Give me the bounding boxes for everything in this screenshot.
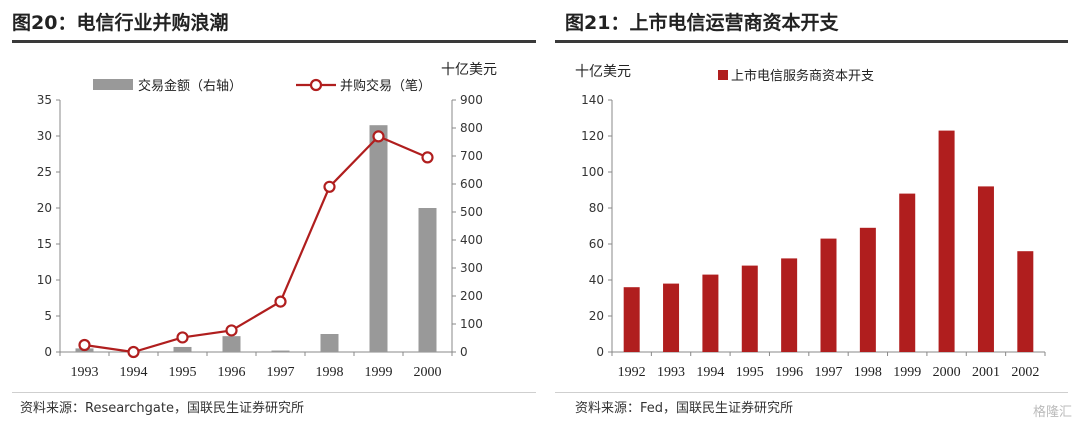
line-point-deal-count (421, 151, 434, 164)
right-bottom-rule (555, 392, 1068, 393)
left-y-tick-label: 35 (37, 93, 52, 107)
bar-deal-value (173, 346, 192, 352)
left-chart-title: 图20：电信行业并购浪潮 (12, 12, 229, 34)
legend-swatch-capex (718, 70, 728, 80)
right-y-tick-label: 700 (460, 149, 483, 163)
bar-capex (741, 265, 758, 352)
left-y-tick-label: 30 (37, 129, 52, 143)
right-y-tick-label: 900 (460, 93, 483, 107)
left-source-note: 资料来源：Researchgate，国联民生证券研究所 (20, 401, 304, 416)
x-tick-label: 1993 (657, 365, 685, 380)
line-point-deal-count (176, 331, 189, 344)
legend-swatch-marker (309, 78, 323, 92)
bar-capex (663, 283, 680, 352)
x-tick-label: 1997 (267, 365, 295, 380)
x-tick-label: 1999 (893, 365, 921, 380)
bar-capex (1017, 251, 1034, 352)
watermark: 格隆汇 (1032, 405, 1072, 420)
x-tick-label: 1995 (736, 365, 764, 380)
y-tick-label: 80 (589, 201, 604, 215)
y-tick-label: 20 (589, 309, 604, 323)
right-y-tick-label: 500 (460, 205, 483, 219)
legend-label-bar: 交易金额（右轴） (138, 78, 242, 94)
left-y-tick-label: 5 (44, 309, 52, 323)
x-tick-label: 1998 (316, 365, 344, 380)
left-y-tick-label: 15 (37, 237, 52, 251)
bar-capex (859, 227, 876, 352)
x-tick-label: 1993 (71, 365, 99, 380)
y-tick-label: 100 (581, 165, 604, 179)
left-y-tick-label: 10 (37, 273, 52, 287)
bar-capex (977, 186, 994, 352)
bar-deal-value (320, 334, 339, 352)
left-title-rule (12, 40, 536, 43)
legend-label-capex: 上市电信服务商资本开支 (731, 68, 874, 84)
y-axis-unit-label: 十亿美元 (575, 64, 631, 80)
legend-swatch-bar (93, 79, 133, 90)
legend-label-line: 并购交易（笔） (340, 78, 431, 94)
left-y-tick-label: 0 (44, 345, 52, 359)
y-tick-label: 0 (596, 345, 604, 359)
right-y-tick-label: 600 (460, 177, 483, 191)
x-tick-label: 2000 (414, 365, 442, 380)
bar-deal-value (271, 350, 290, 352)
left-chart-panel: 图20：电信行业并购浪潮 0 5 10 15 20 25 30 35 0 100 200 300 400… (12, 12, 536, 416)
x-tick-label: 1994 (696, 365, 724, 380)
right-y-tick-label: 300 (460, 261, 483, 275)
x-tick-label: 2001 (972, 365, 1000, 380)
right-y-tick-label: 100 (460, 317, 483, 331)
line-deal-count (84, 135, 428, 354)
right-axis-unit-label: 十亿美元 (441, 62, 497, 78)
right-chart-panel: 图21：上市电信运营商资本开支 0 20 40 60 80 100 120 140 1992 19… (555, 0, 1080, 426)
x-tick-label: 1997 (815, 365, 843, 380)
y-tick-label: 140 (581, 93, 604, 107)
right-chart-title: 图21：上市电信运营商资本开支 (565, 12, 839, 34)
bar-deal-value (222, 336, 241, 352)
left-y-tick-label: 25 (37, 165, 52, 179)
left-y-tick-label: 20 (37, 201, 52, 215)
x-tick-label: 1994 (120, 365, 148, 380)
x-tick-label: 1995 (169, 365, 197, 380)
y-tick-label: 40 (589, 273, 604, 287)
x-tick-label: 2002 (1011, 365, 1039, 380)
bar-deal-value (369, 125, 388, 352)
line-point-deal-count (274, 295, 287, 308)
left-bottom-rule (12, 392, 536, 393)
bar-capex (938, 130, 955, 352)
bar-deal-value (418, 208, 437, 352)
line-point-deal-count (323, 180, 336, 193)
line-point-deal-count (225, 324, 238, 337)
line-point-deal-count (372, 130, 385, 143)
right-title-rule (555, 40, 1068, 43)
x-tick-label: 2000 (933, 365, 961, 380)
x-tick-label: 1999 (365, 365, 393, 380)
right-y-tick-label: 800 (460, 121, 483, 135)
right-chart-svg: 0 20 40 60 80 100 120 140 1992 1993 1994 1995 1996 19… (575, 64, 1046, 380)
bar-capex (781, 258, 798, 352)
bar-capex (623, 287, 640, 352)
right-y-tick-label: 0 (460, 345, 468, 359)
y-tick-label: 120 (581, 129, 604, 143)
line-point-deal-count (78, 338, 91, 352)
line-point-deal-count (127, 345, 140, 359)
bar-capex (820, 238, 837, 352)
y-tick-label: 60 (589, 237, 604, 251)
x-tick-label: 1996 (775, 365, 803, 380)
right-source-note: 资料来源：Fed，国联民生证券研究所 (575, 401, 794, 416)
bar-capex (702, 274, 719, 352)
left-chart-svg: 0 5 10 15 20 25 30 35 0 100 200 300 400 500 600 700 800 9… (37, 62, 497, 380)
right-y-tick-label: 200 (460, 289, 483, 303)
right-y-tick-label: 400 (460, 233, 483, 247)
x-tick-label: 1996 (218, 365, 246, 380)
bar-capex (899, 193, 916, 352)
x-tick-label: 1992 (618, 365, 646, 380)
x-tick-label: 1998 (854, 365, 882, 380)
